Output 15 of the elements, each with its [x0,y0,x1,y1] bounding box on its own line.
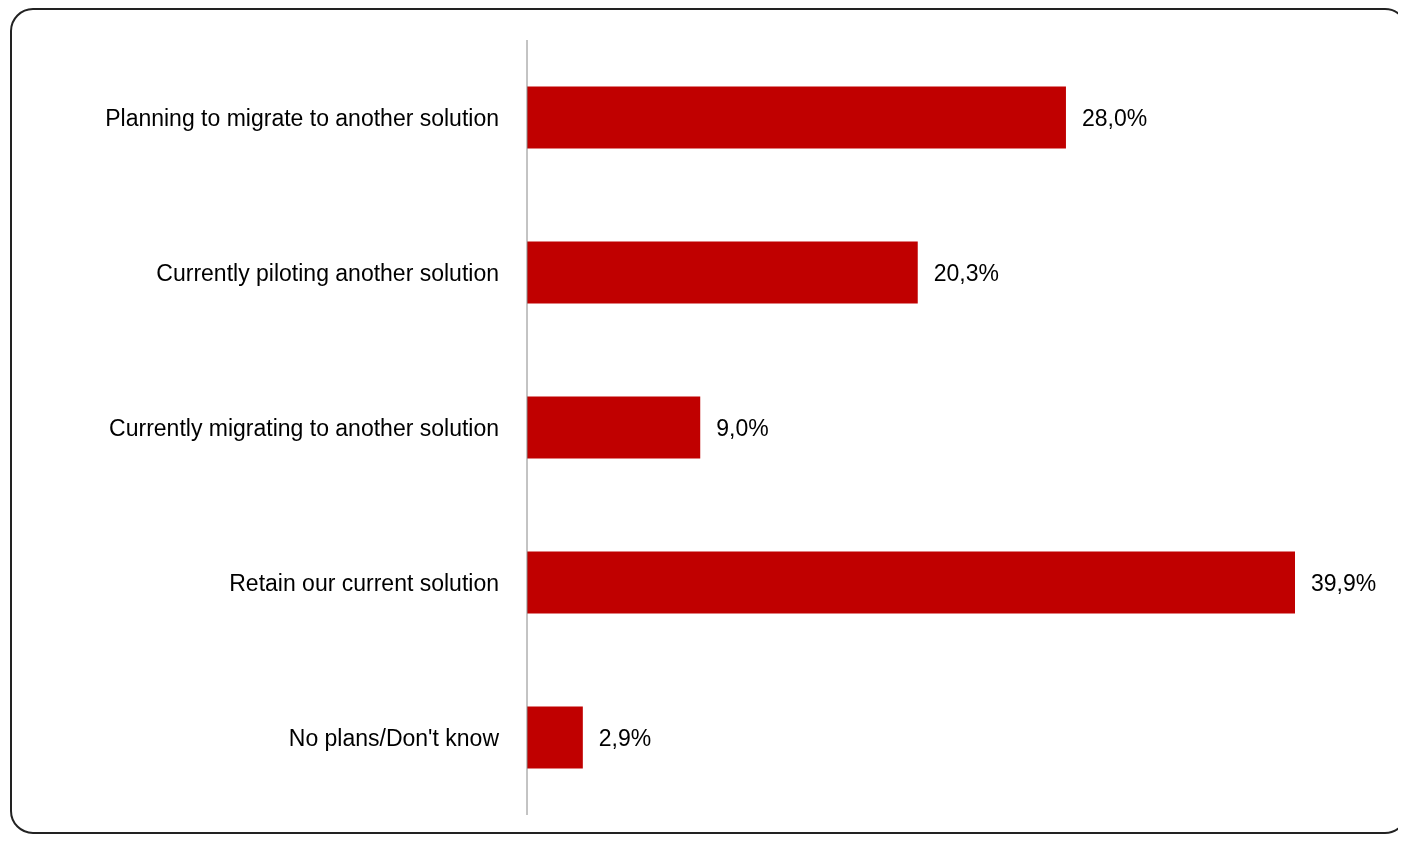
data-label: 9,0% [716,414,769,441]
data-label: 28,0% [1081,104,1148,131]
y-tick-label: Currently piloting another solution [156,259,499,286]
bar [527,241,918,304]
y-tick-label: Planning to migrate to another solution [105,104,499,131]
bar [527,396,701,459]
y-tick-label: Currently migrating to another solution [109,414,499,441]
data-label: 2,9% [598,724,652,751]
y-tick-label: No plans/Don't know [288,724,500,751]
y-tick-label: Retain our current solution [229,569,499,596]
bar [527,86,1066,149]
data-label: 20,3% [933,259,999,286]
bar [527,551,1295,614]
bar [527,706,583,769]
data-label: 39,9% [1311,569,1377,596]
